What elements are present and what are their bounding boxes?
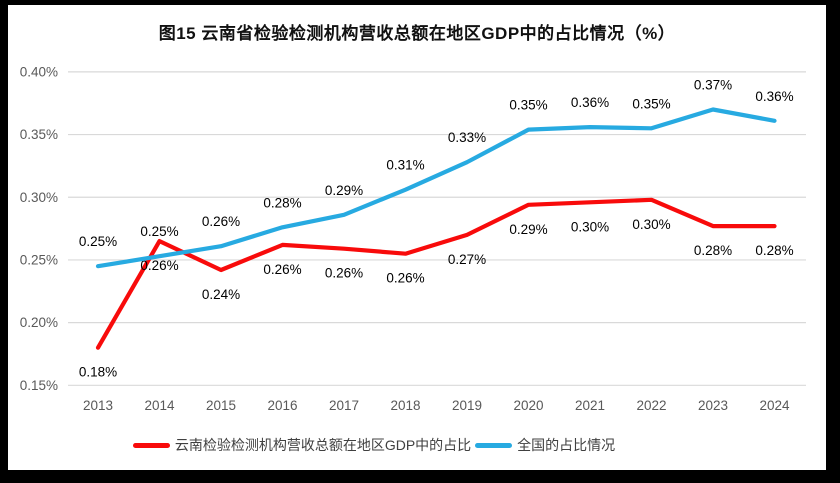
national-series-line (95, 107, 777, 269)
data-label: 0.29% (325, 183, 363, 198)
line-chart: 0.15% 0.20% 0.25% 0.30% 0.35% 0.40% 2013 2014 20… (20, 64, 806, 413)
x-axis-tick-label: 2020 (513, 398, 543, 413)
x-axis-tick-label: 2023 (698, 398, 728, 413)
data-label: 0.26% (386, 271, 424, 286)
yunnan-series-swatch (132, 442, 170, 448)
data-label: 0.33% (448, 130, 486, 145)
x-axis-tick-label: 2021 (575, 398, 605, 413)
x-axis-tick-label: 2015 (206, 398, 236, 413)
y-axis-tick-label: 0.15% (20, 378, 58, 393)
y-axis-tick-label: 0.40% (20, 64, 58, 79)
legend: 云南检验检测机构营收总额在地区GDP中的占比 全国的占比情况 (0, 433, 783, 457)
data-label: 0.36% (755, 89, 793, 104)
data-label: 0.25% (79, 234, 117, 249)
data-label: 0.31% (386, 158, 424, 173)
data-label: 0.24% (202, 287, 240, 302)
data-label: 0.25% (140, 224, 178, 239)
data-label: 0.18% (79, 365, 117, 380)
x-axis-tick-label: 2022 (636, 398, 666, 413)
data-label: 0.30% (571, 219, 609, 234)
y-axis-tick-label: 0.20% (20, 315, 58, 330)
data-label: 0.26% (263, 262, 301, 277)
data-label: 0.36% (571, 95, 609, 110)
data-label: 0.28% (755, 243, 793, 258)
x-axis-tick-label: 2014 (144, 398, 175, 413)
y-axis-tick-label: 0.25% (20, 252, 58, 267)
data-label: 0.37% (694, 78, 732, 93)
yunnan-series-line (95, 197, 777, 350)
chart-canvas: 图15 云南省检验检测机构营收总额在地区GDP中的占比情况（%） 0.15% 0.… (8, 5, 826, 470)
y-axis-tick-label: 0.35% (20, 127, 58, 142)
x-axis-tick-label: 2013 (83, 398, 113, 413)
data-label: 0.26% (325, 266, 363, 281)
data-label: 0.30% (632, 217, 670, 232)
yunnan-series-label: 云南检验检测机构营收总额在地区GDP中的占比 (174, 437, 472, 453)
data-label: 0.28% (694, 243, 732, 258)
data-label: 0.28% (263, 195, 301, 210)
x-axis-tick-label: 2016 (267, 398, 297, 413)
x-axis-tick-label: 2017 (329, 398, 359, 413)
chart-title: 图15 云南省检验检测机构营收总额在地区GDP中的占比情况（%） (158, 24, 676, 43)
data-label: 0.26% (202, 214, 240, 229)
data-label: 0.26% (140, 258, 178, 273)
national-series-swatch (475, 442, 513, 448)
legend-item-national: 全国的占比情况 (475, 435, 615, 455)
data-label: 0.29% (509, 222, 547, 237)
y-axis-tick-label: 0.30% (20, 190, 58, 205)
data-label: 0.35% (509, 98, 547, 113)
national-series-label: 全国的占比情况 (517, 437, 616, 453)
x-axis-tick-label: 2018 (390, 398, 420, 413)
data-label: 0.27% (448, 252, 486, 267)
x-axis-tick-label: 2024 (759, 398, 790, 413)
data-label: 0.35% (632, 96, 670, 111)
x-axis-tick-label: 2019 (452, 398, 482, 413)
legend-item-yunnan: 云南检验检测机构营收总额在地区GDP中的占比 (132, 435, 472, 455)
